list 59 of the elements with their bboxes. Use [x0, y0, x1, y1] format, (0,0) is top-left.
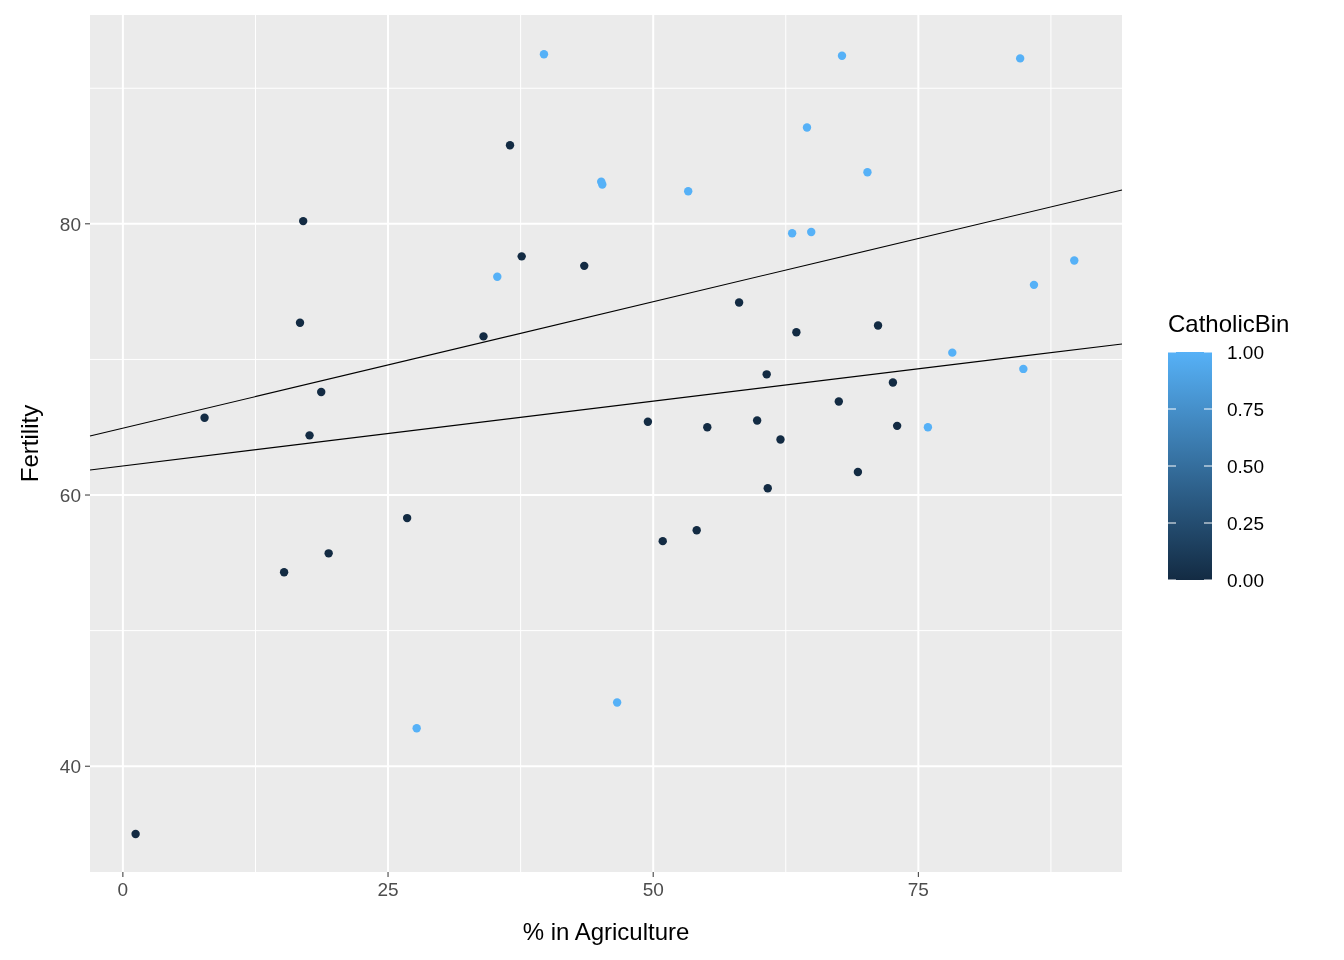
point [402, 513, 412, 523]
point [200, 413, 209, 422]
y-axis-title: Fertility [16, 404, 43, 483]
y-tick-label: 40 [59, 756, 81, 778]
color-bar-label: 1.00 [1227, 342, 1264, 363]
x-tick-label: 50 [642, 879, 664, 900]
point [802, 123, 812, 132]
point [131, 829, 140, 839]
point [305, 431, 314, 440]
color-bar-label: 0.50 [1227, 456, 1264, 477]
color-bar-label: 0.00 [1227, 570, 1264, 591]
color-bar-title: CatholicBin [1168, 310, 1290, 337]
color-bar-label: 0.75 [1227, 399, 1264, 420]
point [279, 568, 289, 577]
y-tick-label: 60 [59, 485, 81, 507]
point [863, 168, 872, 177]
point [892, 421, 902, 431]
point [505, 140, 515, 150]
point [776, 435, 785, 444]
point [787, 229, 797, 238]
point [888, 378, 898, 387]
color-bar-label: 0.25 [1227, 513, 1264, 534]
x-axis-title: % in Agriculture [522, 918, 690, 945]
point [948, 348, 957, 357]
point [580, 261, 589, 271]
point [479, 332, 488, 341]
x-tick-label: 25 [377, 879, 399, 900]
x-tick-label: 75 [907, 879, 929, 900]
point [734, 298, 744, 307]
point [658, 536, 667, 546]
point [684, 187, 693, 196]
point [1019, 364, 1028, 374]
point [295, 318, 305, 328]
point [493, 272, 502, 281]
point [517, 252, 526, 261]
point [703, 423, 712, 432]
point [1029, 280, 1039, 290]
point [298, 216, 308, 226]
point [807, 227, 816, 237]
point [1015, 54, 1025, 63]
point [412, 724, 421, 733]
point [692, 526, 701, 535]
point [752, 416, 762, 425]
point [643, 417, 653, 426]
point [763, 484, 772, 493]
point [539, 50, 549, 59]
point [317, 387, 326, 397]
point [853, 467, 863, 477]
x-tick-label: 0 [117, 879, 129, 900]
point [792, 328, 801, 337]
point [923, 423, 933, 432]
point [834, 397, 844, 406]
point [324, 549, 333, 558]
point [837, 51, 847, 60]
point [612, 698, 622, 707]
point [1070, 256, 1079, 265]
point [762, 370, 771, 379]
point [873, 321, 883, 330]
y-tick-label: 80 [59, 213, 81, 235]
